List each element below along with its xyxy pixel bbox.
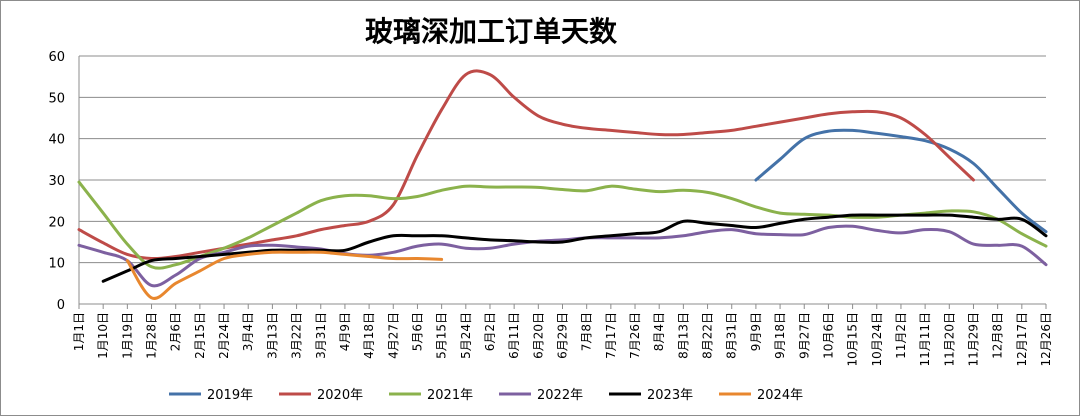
x-tick-label: 4月27日: [386, 312, 400, 359]
x-tick-label: 2月15日: [193, 312, 207, 359]
x-tick-label: 4月18日: [362, 312, 376, 359]
chart-title: 玻璃深加工订单天数: [365, 15, 618, 48]
legend-label: 2024年: [757, 388, 803, 403]
x-tick-label: 12月17日: [1015, 312, 1029, 367]
x-tick-label: 11月2日: [894, 312, 908, 359]
x-tick-label: 1月19日: [120, 312, 134, 359]
x-tick-label: 3月22日: [290, 312, 304, 359]
x-tick-label: 10月6日: [821, 312, 835, 359]
legend-label: 2021年: [427, 388, 473, 403]
y-tick-label: 30: [48, 174, 65, 189]
x-tick-label: 8月31日: [725, 312, 739, 359]
x-tick-label: 4月9日: [338, 312, 352, 351]
series-line-0: [754, 128, 1048, 234]
x-tick-label: 9月9日: [749, 312, 763, 351]
x-tick-label: 7月26日: [628, 312, 642, 359]
series-lines: [77, 69, 1048, 300]
x-tick-label: 3月13日: [265, 312, 279, 359]
x-tick-label: 5月24日: [459, 312, 473, 359]
legend-label: 2023年: [647, 388, 693, 403]
y-tick-label: 0: [57, 298, 65, 313]
x-tick-label: 2月24日: [217, 312, 231, 359]
legend-label: 2019年: [207, 388, 253, 403]
y-tick-label: 60: [48, 50, 65, 65]
y-axis: 0 10 20 30 40 50 60: [48, 50, 80, 313]
x-tick-label: 6月11日: [507, 312, 521, 359]
series-line-5: [125, 250, 444, 300]
x-tick-label: 10月15日: [846, 312, 860, 367]
x-tick-label: 1月10日: [96, 312, 110, 359]
x-tick-label: 5月6日: [410, 312, 424, 351]
x-tick-label: 6月20日: [531, 312, 545, 359]
x-tick-label: 8月4日: [652, 312, 666, 351]
series-line-1: [77, 69, 975, 261]
legend-label: 2022年: [537, 388, 583, 403]
x-tick-label: 6月2日: [483, 312, 497, 351]
y-tick-label: 40: [48, 133, 65, 148]
x-tick-label: 3月4日: [241, 312, 255, 351]
x-tick-label: 2月6日: [169, 312, 183, 351]
x-tick-label: 6月29日: [556, 312, 570, 359]
x-tick-label: 11月20日: [942, 312, 956, 367]
y-tick-label: 10: [48, 257, 65, 272]
series-line-3: [77, 224, 1048, 288]
x-tick-label: 3月31日: [314, 312, 328, 359]
x-tick-label: 11月11日: [918, 312, 932, 367]
legend-label: 2020年: [317, 388, 363, 403]
x-tick-label: 10月24日: [870, 312, 884, 367]
series-line-2: [77, 180, 1048, 270]
x-tick-label: 8月22日: [701, 312, 715, 359]
x-tick-label: 1月1日: [72, 312, 86, 351]
x-tick-label: 12月8日: [991, 312, 1005, 359]
x-tick-label: 7月17日: [604, 312, 618, 359]
x-axis: 1月1日 1月10日 1月19日 1月28日 2月6日 2月15日 2月24日 3月4日 3月1…: [72, 304, 1053, 367]
x-tick-label: 12月26日: [1039, 312, 1053, 367]
x-tick-label: 9月18日: [773, 312, 787, 359]
x-tick-label: 8月13日: [676, 312, 690, 359]
x-tick-label: 11月29日: [966, 312, 980, 367]
legend: 2019年 2020年 2021年 2022年 2023年 2024年: [169, 388, 803, 403]
x-tick-label: 7月8日: [580, 312, 594, 351]
grid-lines: [79, 55, 1046, 305]
series-line-4: [101, 213, 1048, 283]
x-tick-label: 9月27日: [797, 312, 811, 359]
x-tick-label: 5月15日: [435, 312, 449, 359]
y-tick-label: 50: [48, 91, 65, 106]
y-tick-label: 20: [48, 215, 65, 230]
x-tick-label: 1月28日: [145, 312, 159, 359]
